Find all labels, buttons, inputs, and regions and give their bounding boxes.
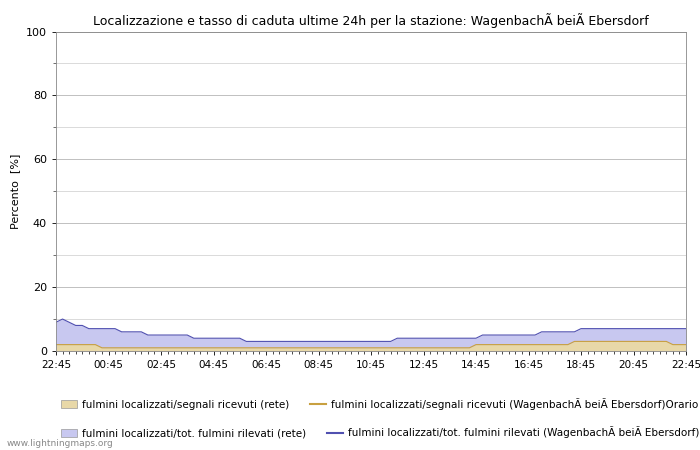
Legend: fulmini localizzati/tot. fulmini rilevati (rete), fulmini localizzati/tot. fulmi: fulmini localizzati/tot. fulmini rilevat… xyxy=(61,427,699,438)
Title: Localizzazione e tasso di caduta ultime 24h per la stazione: WagenbachÃ beiÃ Ebe: Localizzazione e tasso di caduta ultime … xyxy=(93,13,649,27)
Y-axis label: Percento  [%]: Percento [%] xyxy=(10,153,20,229)
Text: www.lightningmaps.org: www.lightningmaps.org xyxy=(7,439,113,448)
